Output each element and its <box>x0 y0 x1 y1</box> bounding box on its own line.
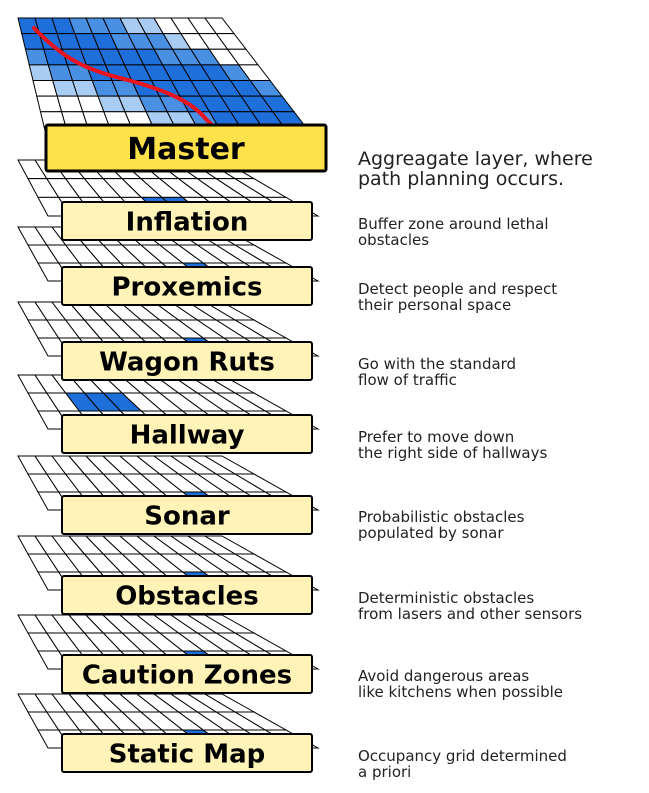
description-line: Deterministic obstacles <box>358 589 534 607</box>
grid-9 <box>17 693 320 749</box>
layer-label-8: Caution Zones <box>61 654 313 694</box>
layer-name: Proxemics <box>111 272 262 302</box>
description-line: flow of traffic <box>358 371 457 389</box>
description-line: populated by sonar <box>358 524 504 542</box>
description-line: obstacles <box>358 231 429 249</box>
description-line: a priori <box>358 763 411 781</box>
description-line: Avoid dangerous areas <box>358 667 529 685</box>
label-box <box>61 654 313 694</box>
layer-label-4: Wagon Ruts <box>61 341 313 381</box>
layer-label-2: Inflation <box>61 201 313 241</box>
description-line: from lasers and other sensors <box>358 605 582 623</box>
layer-name: Inflation <box>126 207 249 237</box>
layer-label-1: Master <box>44 123 328 173</box>
layer-name: Hallway <box>130 420 245 450</box>
label-box <box>61 495 313 535</box>
layer-label-9: Static Map <box>61 733 313 773</box>
description-line: Prefer to move down <box>358 428 514 446</box>
description-line: Detect people and respect <box>358 280 557 298</box>
layer-label-5: Hallway <box>61 414 313 454</box>
description-line: Go with the standard <box>358 355 516 373</box>
label-box <box>61 575 313 615</box>
description-line: Occupancy grid determined <box>358 747 567 765</box>
layer-label-3: Proxemics <box>61 266 313 306</box>
layer-name: Obstacles <box>115 581 259 611</box>
layer-name: Caution Zones <box>82 660 292 690</box>
layer-name: Static Map <box>109 739 266 769</box>
label-box <box>61 341 313 381</box>
description-line: path planning occurs. <box>358 168 564 190</box>
layer-name: Wagon Ruts <box>99 347 275 377</box>
layer-label-7: Obstacles <box>61 575 313 615</box>
layer-labels: Master Inflation Proxemics Wagon Ruts Hallwa… <box>44 123 328 773</box>
description-line: like kitchens when possible <box>358 683 563 701</box>
description-line: Buffer zone around lethal <box>358 215 549 233</box>
description-line: Aggreagate layer, where <box>358 148 593 170</box>
layer-name: Master <box>127 132 245 167</box>
layer-name: Sonar <box>144 501 230 531</box>
label-box <box>61 414 313 454</box>
label-box <box>61 201 313 241</box>
label-box <box>61 733 313 773</box>
description-line: Probabilistic obstacles <box>358 508 525 526</box>
description-line: their personal space <box>358 296 511 314</box>
label-box <box>44 123 328 173</box>
description-line: the right side of hallways <box>358 444 547 462</box>
label-box <box>61 266 313 306</box>
layer-label-6: Sonar <box>61 495 313 535</box>
